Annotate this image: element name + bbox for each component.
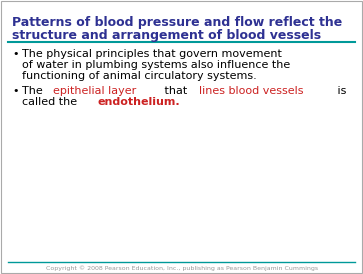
Text: lines blood vessels: lines blood vessels	[199, 86, 303, 96]
Text: of water in plumbing systems also influence the: of water in plumbing systems also influe…	[22, 60, 290, 70]
Text: endothelium.: endothelium.	[98, 97, 180, 107]
Text: Patterns of blood pressure and flow reflect the: Patterns of blood pressure and flow refl…	[12, 16, 342, 29]
Text: functioning of animal circulatory systems.: functioning of animal circulatory system…	[22, 71, 257, 81]
Text: that: that	[161, 86, 191, 96]
Text: epithelial layer: epithelial layer	[53, 86, 136, 96]
Text: structure and arrangement of blood vessels: structure and arrangement of blood vesse…	[12, 29, 321, 42]
Text: •: •	[12, 86, 19, 96]
Text: The physical principles that govern movement: The physical principles that govern move…	[22, 49, 282, 59]
Text: called the: called the	[22, 97, 81, 107]
Text: Copyright © 2008 Pearson Education, Inc., publishing as Pearson Benjamin Cumming: Copyright © 2008 Pearson Education, Inc.…	[46, 265, 318, 271]
Text: •: •	[12, 49, 19, 59]
Text: is: is	[334, 86, 346, 96]
Text: The: The	[22, 86, 46, 96]
